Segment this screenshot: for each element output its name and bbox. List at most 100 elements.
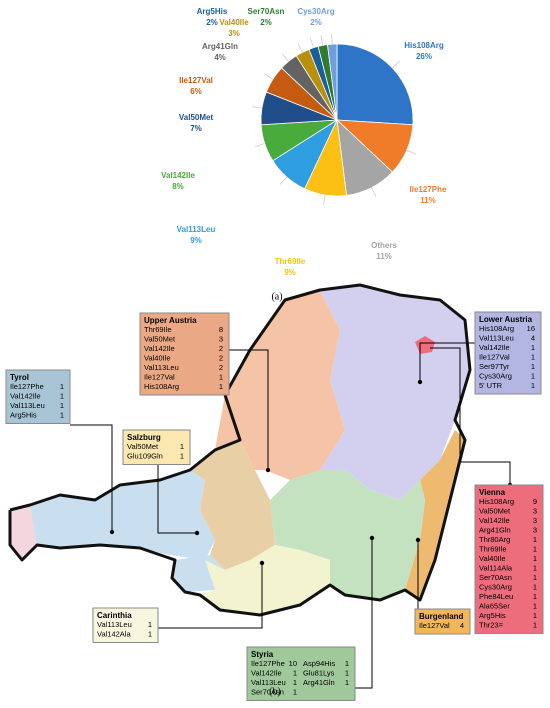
leader-line — [419, 342, 475, 382]
variant-name: Cys30Arg — [479, 583, 512, 592]
region-name: Tyrol — [10, 373, 29, 382]
variant-count: 1 — [533, 621, 537, 630]
variant-count: 1 — [60, 392, 64, 401]
variant-count: 1 — [533, 573, 537, 582]
region-name: Styria — [251, 650, 274, 659]
variant-name: Val50Met — [479, 507, 511, 516]
leader-line — [355, 538, 373, 689]
slice-label: Others — [371, 241, 397, 250]
region-name: Carinthia — [97, 611, 132, 620]
region-name: Lower Austria — [479, 315, 533, 324]
slice-value: 9% — [284, 268, 296, 277]
variant-count: 1 — [60, 411, 64, 420]
variant-count: 3 — [533, 526, 537, 535]
variant-name: Val113Leu — [144, 363, 179, 372]
variant-count: 8 — [219, 325, 223, 334]
slice-value: 11% — [376, 252, 392, 261]
variant-name: Ile127Val — [144, 373, 175, 382]
slice-value: 11% — [420, 196, 436, 205]
variant-name: Val142Ile — [479, 343, 510, 352]
variant-name: Val142Ile — [144, 344, 175, 353]
border — [8, 283, 472, 617]
leader-dot — [265, 467, 271, 473]
leader-dot — [417, 379, 423, 385]
carinthia-region — [200, 545, 330, 615]
slice-label: Ile127Val — [179, 76, 213, 85]
variant-count: 10 — [289, 659, 297, 668]
slice-value: 2% — [310, 18, 322, 27]
leader-dot — [194, 530, 200, 536]
variant-name: Thr69Ile — [144, 325, 172, 334]
slice-label: Arg41Gln — [202, 42, 238, 51]
region-box — [474, 484, 544, 634]
leader-line — [279, 176, 287, 185]
leader-line — [310, 38, 314, 48]
panel-label: (a) — [271, 291, 282, 302]
vorarlberg-region — [10, 505, 37, 560]
variant-name: 5' UTR — [479, 381, 503, 390]
panel-label: (b) — [269, 686, 281, 697]
variant-name: Phe84Leu — [479, 592, 513, 601]
variant-name: Ser70Asn — [251, 688, 284, 697]
slice-label: Cys30Arg — [297, 7, 334, 16]
variant-name: Val50Met — [127, 442, 159, 451]
slice-value: 3% — [228, 29, 240, 38]
pie-slice — [327, 43, 338, 121]
variant-count: 1 — [531, 343, 535, 352]
slice-value: 8% — [172, 182, 184, 191]
leader-line — [158, 563, 263, 629]
leader-line — [281, 53, 289, 62]
variant-count: 1 — [293, 669, 297, 678]
variant-name: Val113Leu — [97, 620, 132, 629]
leader-dot — [369, 535, 375, 541]
slice-label: Val113Leu — [177, 225, 216, 234]
styria-region — [270, 470, 425, 600]
leader-line — [323, 195, 326, 205]
variant-count: 4 — [460, 621, 464, 630]
leader-line — [331, 34, 333, 45]
variant-name: Arg5His — [479, 611, 506, 620]
variant-count: 2 — [219, 354, 223, 363]
variant-count: 1 — [531, 381, 535, 390]
variant-name: Val142Ile — [10, 392, 41, 401]
variant-name: Arg5His — [10, 411, 37, 420]
variant-count: 1 — [60, 382, 64, 391]
region-box — [414, 608, 471, 635]
variant-name: His108Arg — [479, 324, 514, 333]
leader-line — [229, 349, 269, 470]
variant-count: 1 — [531, 362, 535, 371]
slice-label: His108Arg — [404, 41, 444, 50]
variant-name: Val40Ile — [479, 554, 506, 563]
variant-name: Arg41Gln — [303, 678, 335, 687]
region-box — [474, 311, 542, 395]
slice-label: Val50Met — [179, 113, 214, 122]
lower-austria-region — [320, 285, 470, 500]
slice-value: 9% — [190, 236, 202, 245]
variant-name: Val142Ile — [251, 669, 282, 678]
variant-count: 2 — [219, 363, 223, 372]
variant-name: Val142Ile — [479, 516, 510, 525]
variant-name: Val113Leu — [10, 401, 45, 410]
variant-count: 1 — [345, 678, 349, 687]
variant-count: 1 — [531, 353, 535, 362]
variant-count: 1 — [60, 401, 64, 410]
variant-count: 1 — [345, 659, 349, 668]
variant-count: 1 — [533, 602, 537, 611]
variant-count: 1 — [533, 545, 537, 554]
region-box — [5, 369, 71, 424]
leader-line — [320, 35, 324, 46]
variant-name: Val113Leu — [251, 678, 286, 687]
variant-count: 1 — [533, 564, 537, 573]
leader-line — [264, 73, 273, 80]
variant-count: 9 — [533, 497, 537, 506]
slice-value: 2% — [206, 18, 218, 27]
variant-name: Cys30Arg — [479, 372, 512, 381]
leader-line — [371, 187, 377, 197]
region-name: Burgenland — [419, 612, 464, 621]
variant-count: 1 — [148, 620, 152, 629]
variant-count: 1 — [533, 554, 537, 563]
variant-name: Val50Met — [144, 335, 176, 344]
slice-label: Ser70Asn — [248, 7, 285, 16]
